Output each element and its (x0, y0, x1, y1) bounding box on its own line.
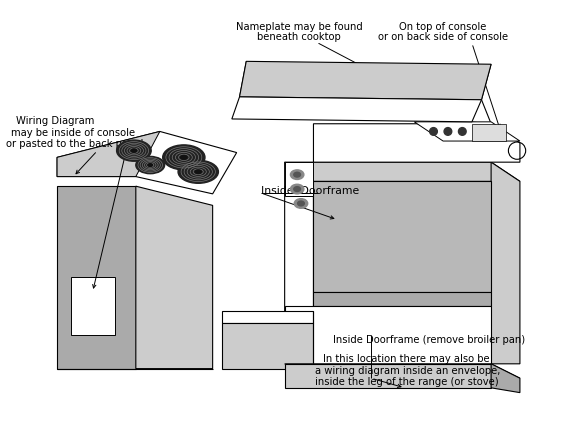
Text: Inside  Doorframe: Inside Doorframe (261, 186, 359, 196)
Ellipse shape (195, 170, 201, 173)
Polygon shape (285, 162, 520, 181)
Polygon shape (314, 292, 491, 306)
Ellipse shape (163, 145, 205, 170)
Text: On top of console: On top of console (399, 22, 487, 32)
Polygon shape (285, 306, 491, 364)
Polygon shape (285, 162, 314, 196)
Circle shape (430, 127, 437, 135)
Text: or pasted to the back panel: or pasted to the back panel (6, 139, 143, 149)
Text: Nameplate may be found: Nameplate may be found (236, 22, 362, 32)
Ellipse shape (294, 199, 308, 208)
Polygon shape (222, 323, 314, 369)
Polygon shape (285, 364, 491, 388)
Ellipse shape (290, 184, 304, 194)
Polygon shape (57, 131, 236, 194)
Polygon shape (314, 181, 491, 292)
Polygon shape (57, 131, 160, 177)
Polygon shape (136, 186, 213, 369)
Ellipse shape (136, 157, 164, 174)
Polygon shape (57, 186, 136, 369)
Circle shape (444, 127, 452, 135)
Ellipse shape (178, 160, 218, 183)
Text: In this location there may also be: In this location there may also be (323, 354, 490, 364)
Polygon shape (314, 124, 520, 162)
Polygon shape (414, 122, 520, 141)
Ellipse shape (298, 201, 304, 206)
Text: inside the leg of the range (or stove): inside the leg of the range (or stove) (315, 377, 499, 387)
Text: a wiring diagram inside an envelope,: a wiring diagram inside an envelope, (315, 366, 501, 376)
Text: may be inside of console: may be inside of console (11, 127, 135, 138)
Ellipse shape (294, 187, 301, 191)
Polygon shape (491, 162, 520, 364)
Ellipse shape (148, 164, 153, 166)
Text: beneath cooktop: beneath cooktop (257, 32, 341, 42)
Text: Inside Doorframe (remove broiler pan): Inside Doorframe (remove broiler pan) (333, 335, 525, 345)
Ellipse shape (290, 170, 304, 179)
Text: Wiring Diagram: Wiring Diagram (16, 116, 94, 126)
Ellipse shape (117, 140, 151, 161)
Text: or on back side of console: or on back side of console (378, 32, 508, 42)
Polygon shape (222, 311, 314, 323)
Circle shape (459, 127, 466, 135)
Polygon shape (232, 97, 481, 122)
Ellipse shape (132, 149, 137, 152)
Polygon shape (70, 278, 115, 335)
Polygon shape (285, 364, 520, 378)
Polygon shape (472, 124, 506, 141)
Ellipse shape (181, 155, 187, 159)
Polygon shape (239, 61, 491, 100)
Polygon shape (285, 162, 314, 364)
Ellipse shape (294, 172, 301, 177)
Polygon shape (491, 364, 520, 393)
